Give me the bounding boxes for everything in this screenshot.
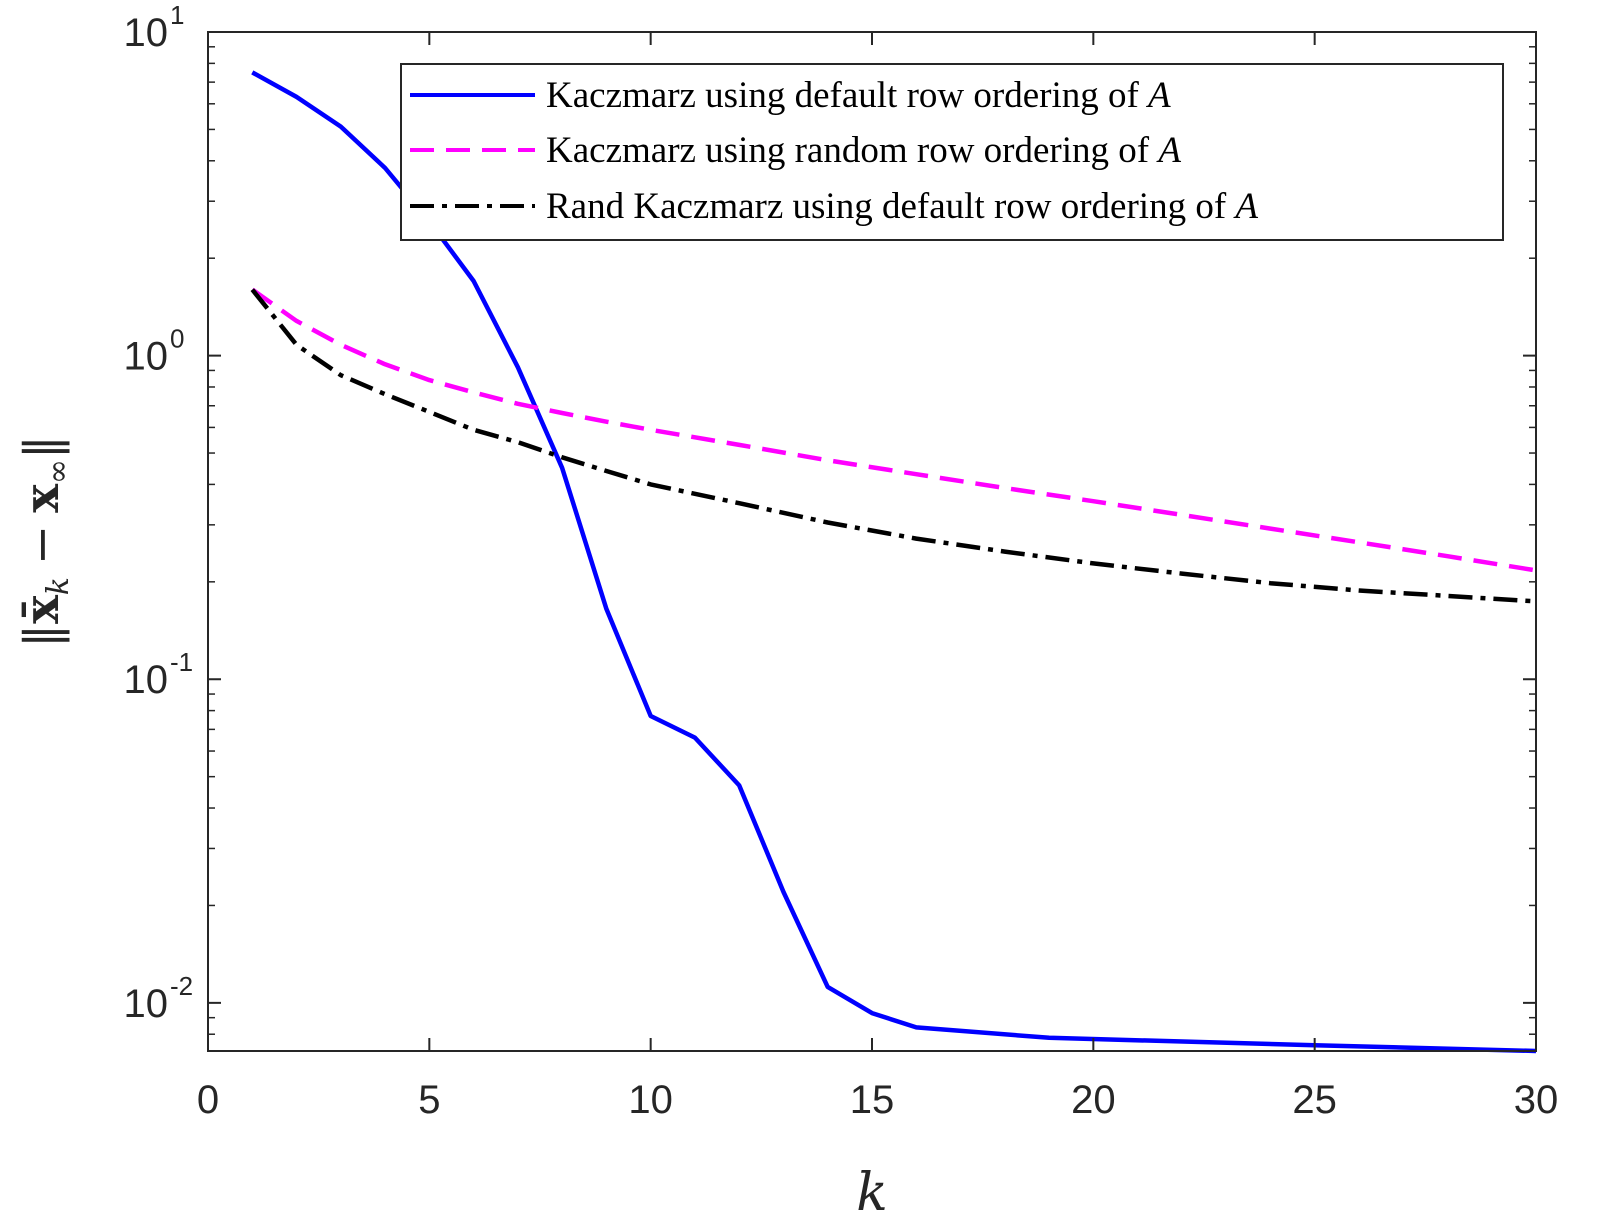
y-label-sub-k: k [41, 577, 76, 595]
legend: Kaczmarz using default row ordering of A… [400, 63, 1504, 241]
legend-label-default-text: Kaczmarz using default row ordering of [546, 75, 1148, 116]
y-tick-label: 10 [124, 335, 169, 379]
x-tick-labels: 0 5 10 15 20 25 30 [197, 1078, 1558, 1122]
y-tick-label-exponent: 1 [170, 0, 184, 30]
y-label-xbar: x̄ [14, 595, 70, 624]
y-label-sub-inf: ∞ [41, 459, 76, 484]
x-tick-label: 10 [628, 1078, 673, 1122]
x-tick-label: 20 [1071, 1078, 1116, 1122]
series-line-kaczmarz-random [250, 287, 1537, 573]
y-label-minus: − [14, 525, 70, 565]
x-tick-label: 25 [1292, 1078, 1337, 1122]
legend-label-random-text: Kaczmarz using random row ordering of [546, 130, 1158, 171]
x-axis-label: k [856, 1163, 888, 1223]
y-axis-label: ‖x̄k−x∞‖ [14, 435, 76, 648]
y-label-norm-open: ‖ [14, 624, 70, 648]
y-label-x: x [14, 484, 70, 513]
x-tick-label: 30 [1514, 1078, 1559, 1122]
y-tick-label: 10 [124, 658, 169, 702]
axis-ticks [207, 31, 1537, 1051]
svg-text:‖x̄k−x∞‖: ‖x̄k−x∞‖ [14, 435, 76, 648]
y-tick-label-exponent: 0 [170, 324, 184, 354]
legend-label-random: Kaczmarz using random row ordering of A [546, 130, 1181, 171]
y-tick-label-exponent: -2 [170, 971, 193, 1001]
x-tick-label: 0 [197, 1078, 219, 1122]
legend-label-default-var: A [1145, 75, 1171, 116]
y-tick-label: 10 [124, 982, 169, 1026]
legend-label-default: Kaczmarz using default row ordering of A [546, 75, 1171, 116]
y-tick-label-exponent: -1 [170, 647, 193, 677]
legend-box [400, 63, 1504, 241]
legend-label-rand-kaczmarz-var: A [1232, 186, 1258, 227]
legend-label-rand-kaczmarz-text: Rand Kaczmarz using default row ordering… [546, 186, 1235, 227]
plot-area [250, 70, 1537, 1054]
legend-label-random-var: A [1155, 130, 1181, 171]
x-tick-label: 15 [850, 1078, 895, 1122]
x-tick-label: 5 [418, 1078, 440, 1122]
y-label-norm-close: ‖ [14, 435, 70, 459]
series-line-rand-kaczmarz [250, 288, 1537, 604]
series-line-kaczmarz-default [251, 70, 1537, 1054]
legend-label-rand-kaczmarz: Rand Kaczmarz using default row ordering… [546, 186, 1258, 227]
y-tick-label: 10 [124, 11, 169, 55]
